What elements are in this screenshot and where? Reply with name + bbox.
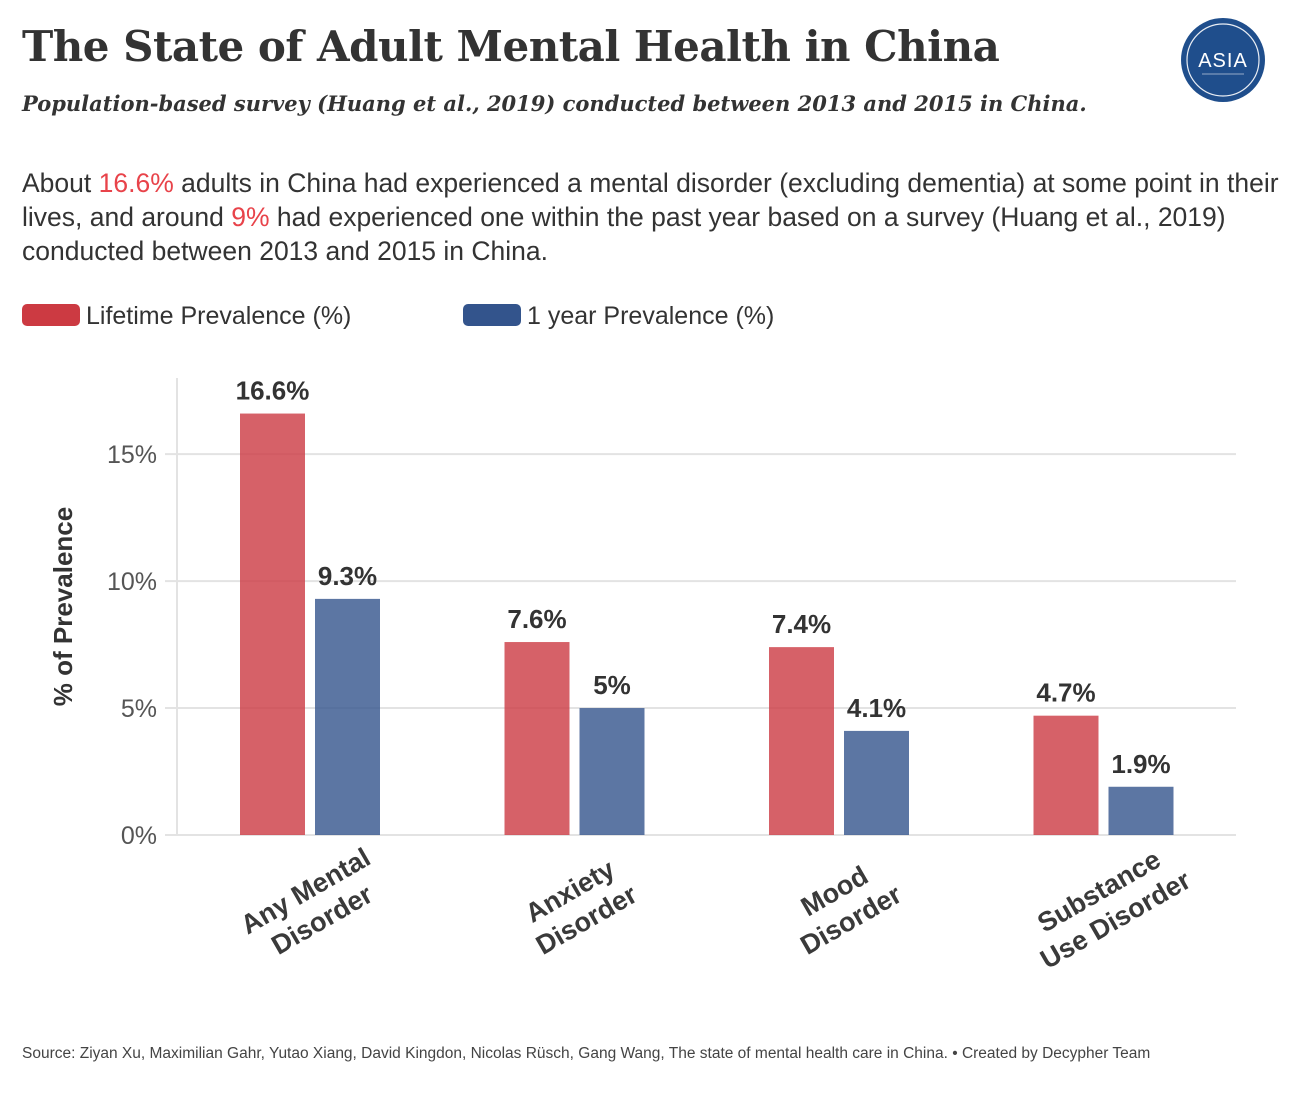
- bar: [504, 642, 570, 835]
- one-year-highlight: 9%: [231, 202, 270, 232]
- x-tick-label: SubstanceUse Disorder: [1019, 836, 1196, 975]
- y-axis-title: % of Prevalence: [48, 507, 78, 706]
- y-tick-label: 15%: [107, 441, 157, 469]
- y-tick-label: 0%: [121, 822, 157, 850]
- description-part-3: had experienced one within the past year…: [22, 202, 1226, 266]
- data-label: 4.7%: [1036, 678, 1095, 708]
- bar: [844, 730, 909, 835]
- legend-swatch-one-year: [463, 304, 521, 326]
- y-tick-label: 10%: [107, 568, 157, 596]
- asia-logo: ASIA: [1181, 18, 1265, 102]
- data-label: 1.9%: [1111, 749, 1170, 779]
- bar: [315, 598, 380, 835]
- description-text: About 16.6% adults in China had experien…: [22, 166, 1284, 268]
- legend-label-lifetime: Lifetime Prevalence (%): [86, 302, 352, 330]
- chart-title: The State of Adult Mental Health in Chin…: [22, 22, 1000, 71]
- legend-swatch-lifetime: [22, 304, 80, 326]
- description-part-2: adults in China had experienced a mental…: [22, 168, 1279, 232]
- y-tick-label: 5%: [121, 695, 157, 723]
- chart-subtitle: Population-based survey (Huang et al., 2…: [22, 91, 1087, 116]
- description-part-1: About: [22, 168, 99, 198]
- bar: [1033, 715, 1099, 835]
- prevalence-bar-chart: 0% 5% 10% 15% % of Prevalence 16.6% 9.3% Any Me…: [48, 376, 1236, 975]
- bar: [240, 413, 305, 835]
- data-label: 16.6%: [236, 376, 310, 406]
- legend-label-one-year: 1 year Prevalence (%): [527, 302, 775, 330]
- source-note: Source: Ziyan Xu, Maximilian Gahr, Yutao…: [22, 1045, 1151, 1062]
- logo-text: ASIA: [1198, 50, 1248, 72]
- data-label: 7.4%: [772, 609, 831, 639]
- x-tick-label: Any MentalDisorder: [236, 842, 392, 969]
- data-label: 5%: [593, 670, 631, 700]
- data-label: 4.1%: [847, 693, 906, 723]
- x-tick-label: MoodDisorder: [779, 850, 907, 960]
- bar: [1108, 786, 1174, 835]
- data-label: 7.6%: [507, 604, 566, 634]
- lifetime-highlight: 16.6%: [98, 168, 174, 198]
- x-tick-label: AnxietyDisorder: [514, 850, 642, 960]
- bar: [579, 708, 645, 835]
- bar: [769, 647, 834, 835]
- data-label: 9.3%: [318, 561, 377, 591]
